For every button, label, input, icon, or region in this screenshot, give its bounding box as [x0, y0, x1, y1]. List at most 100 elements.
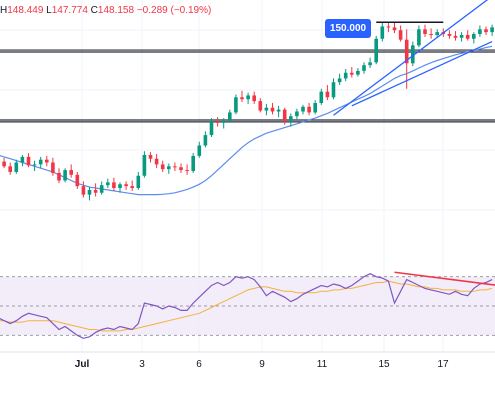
candle-body [161, 164, 165, 169]
candle [301, 105, 305, 114]
candle-body [45, 160, 49, 163]
candle-body [252, 95, 256, 101]
candle-body [289, 116, 293, 121]
candle-body [191, 156, 195, 171]
candle-body [173, 166, 177, 167]
candle-body [63, 170, 67, 180]
candle-body [179, 167, 183, 170]
candle-body [332, 82, 336, 97]
channel-trendline [352, 42, 492, 106]
candle [155, 154, 159, 168]
candle [149, 152, 153, 162]
candle-body [350, 73, 354, 75]
candle-body [387, 26, 391, 27]
candle-body [246, 95, 250, 99]
candle-body [76, 175, 80, 186]
candle-body [295, 111, 299, 116]
candle [130, 180, 134, 190]
candle-body [112, 182, 116, 188]
candle-body [429, 34, 433, 35]
candle [320, 89, 324, 105]
candle [45, 156, 49, 166]
candle-body [216, 122, 220, 123]
candle-body [277, 110, 281, 112]
candle-body [222, 121, 226, 123]
candle-body [417, 29, 421, 45]
candle-body [484, 29, 488, 32]
candle [179, 163, 183, 172]
price-label[interactable]: 150.000 [325, 19, 371, 38]
candle [448, 30, 452, 39]
candle-body [149, 155, 153, 159]
candle-body [399, 30, 403, 39]
candle-body [301, 107, 305, 112]
candle-body [338, 78, 342, 82]
candle [2, 158, 6, 168]
candle-body [313, 103, 317, 112]
candle [344, 69, 348, 81]
candle-body [82, 186, 86, 195]
high-value: 148.449 [7, 5, 43, 16]
candle [39, 157, 43, 168]
x-tick-label: 11 [317, 359, 327, 370]
change-value: −0.289 (−0.19%) [137, 5, 212, 16]
x-tick-label: 9 [259, 359, 265, 370]
candle [240, 91, 244, 102]
candle [484, 26, 488, 35]
candle [387, 23, 391, 32]
candle [417, 26, 421, 48]
candle [69, 164, 73, 177]
close-value: 148.158 [98, 5, 134, 16]
candle [15, 160, 19, 174]
candle [356, 68, 360, 77]
candle-body [466, 35, 470, 39]
candle [106, 179, 110, 188]
candle [143, 151, 147, 177]
candle [88, 187, 92, 200]
candle [368, 58, 372, 68]
candle-body [423, 29, 427, 34]
candle-body [472, 34, 476, 39]
candle-body [210, 122, 214, 135]
candle-body [283, 110, 287, 121]
candle-body [15, 163, 19, 172]
candle [112, 178, 116, 191]
candle-body [51, 163, 55, 173]
candle [307, 103, 311, 115]
candle [198, 142, 202, 158]
candle [216, 117, 220, 126]
candle [210, 118, 214, 137]
candle [411, 42, 415, 67]
candle-body [460, 35, 464, 38]
candle-body [307, 107, 311, 113]
candle-body [234, 97, 238, 112]
x-tick-label: 15 [378, 359, 389, 370]
candle [362, 62, 366, 73]
candle-body [94, 190, 98, 193]
candle [191, 153, 195, 173]
candle-body [130, 186, 134, 188]
ohlc-legend: H148.449 L147.774 C148.158 −0.289 (−0.19… [0, 5, 211, 16]
candle [393, 23, 397, 33]
candle-body [490, 27, 494, 32]
candle [173, 163, 177, 172]
candle-body [185, 170, 189, 171]
candle [423, 25, 427, 37]
candle-body [344, 73, 348, 79]
candle [185, 164, 189, 174]
candle [57, 168, 61, 183]
candle [295, 109, 299, 119]
candle-body [204, 135, 208, 145]
candle-body [320, 92, 324, 103]
candle [63, 168, 67, 182]
candle-body [368, 62, 372, 65]
x-tick-label: 3 [139, 359, 145, 370]
candle-body [265, 108, 269, 111]
candle-body [137, 176, 141, 188]
candle-body [39, 160, 43, 165]
candle-body [381, 26, 385, 38]
x-tick-label: Jul [75, 359, 89, 370]
candle [289, 113, 293, 126]
candle [94, 183, 98, 196]
